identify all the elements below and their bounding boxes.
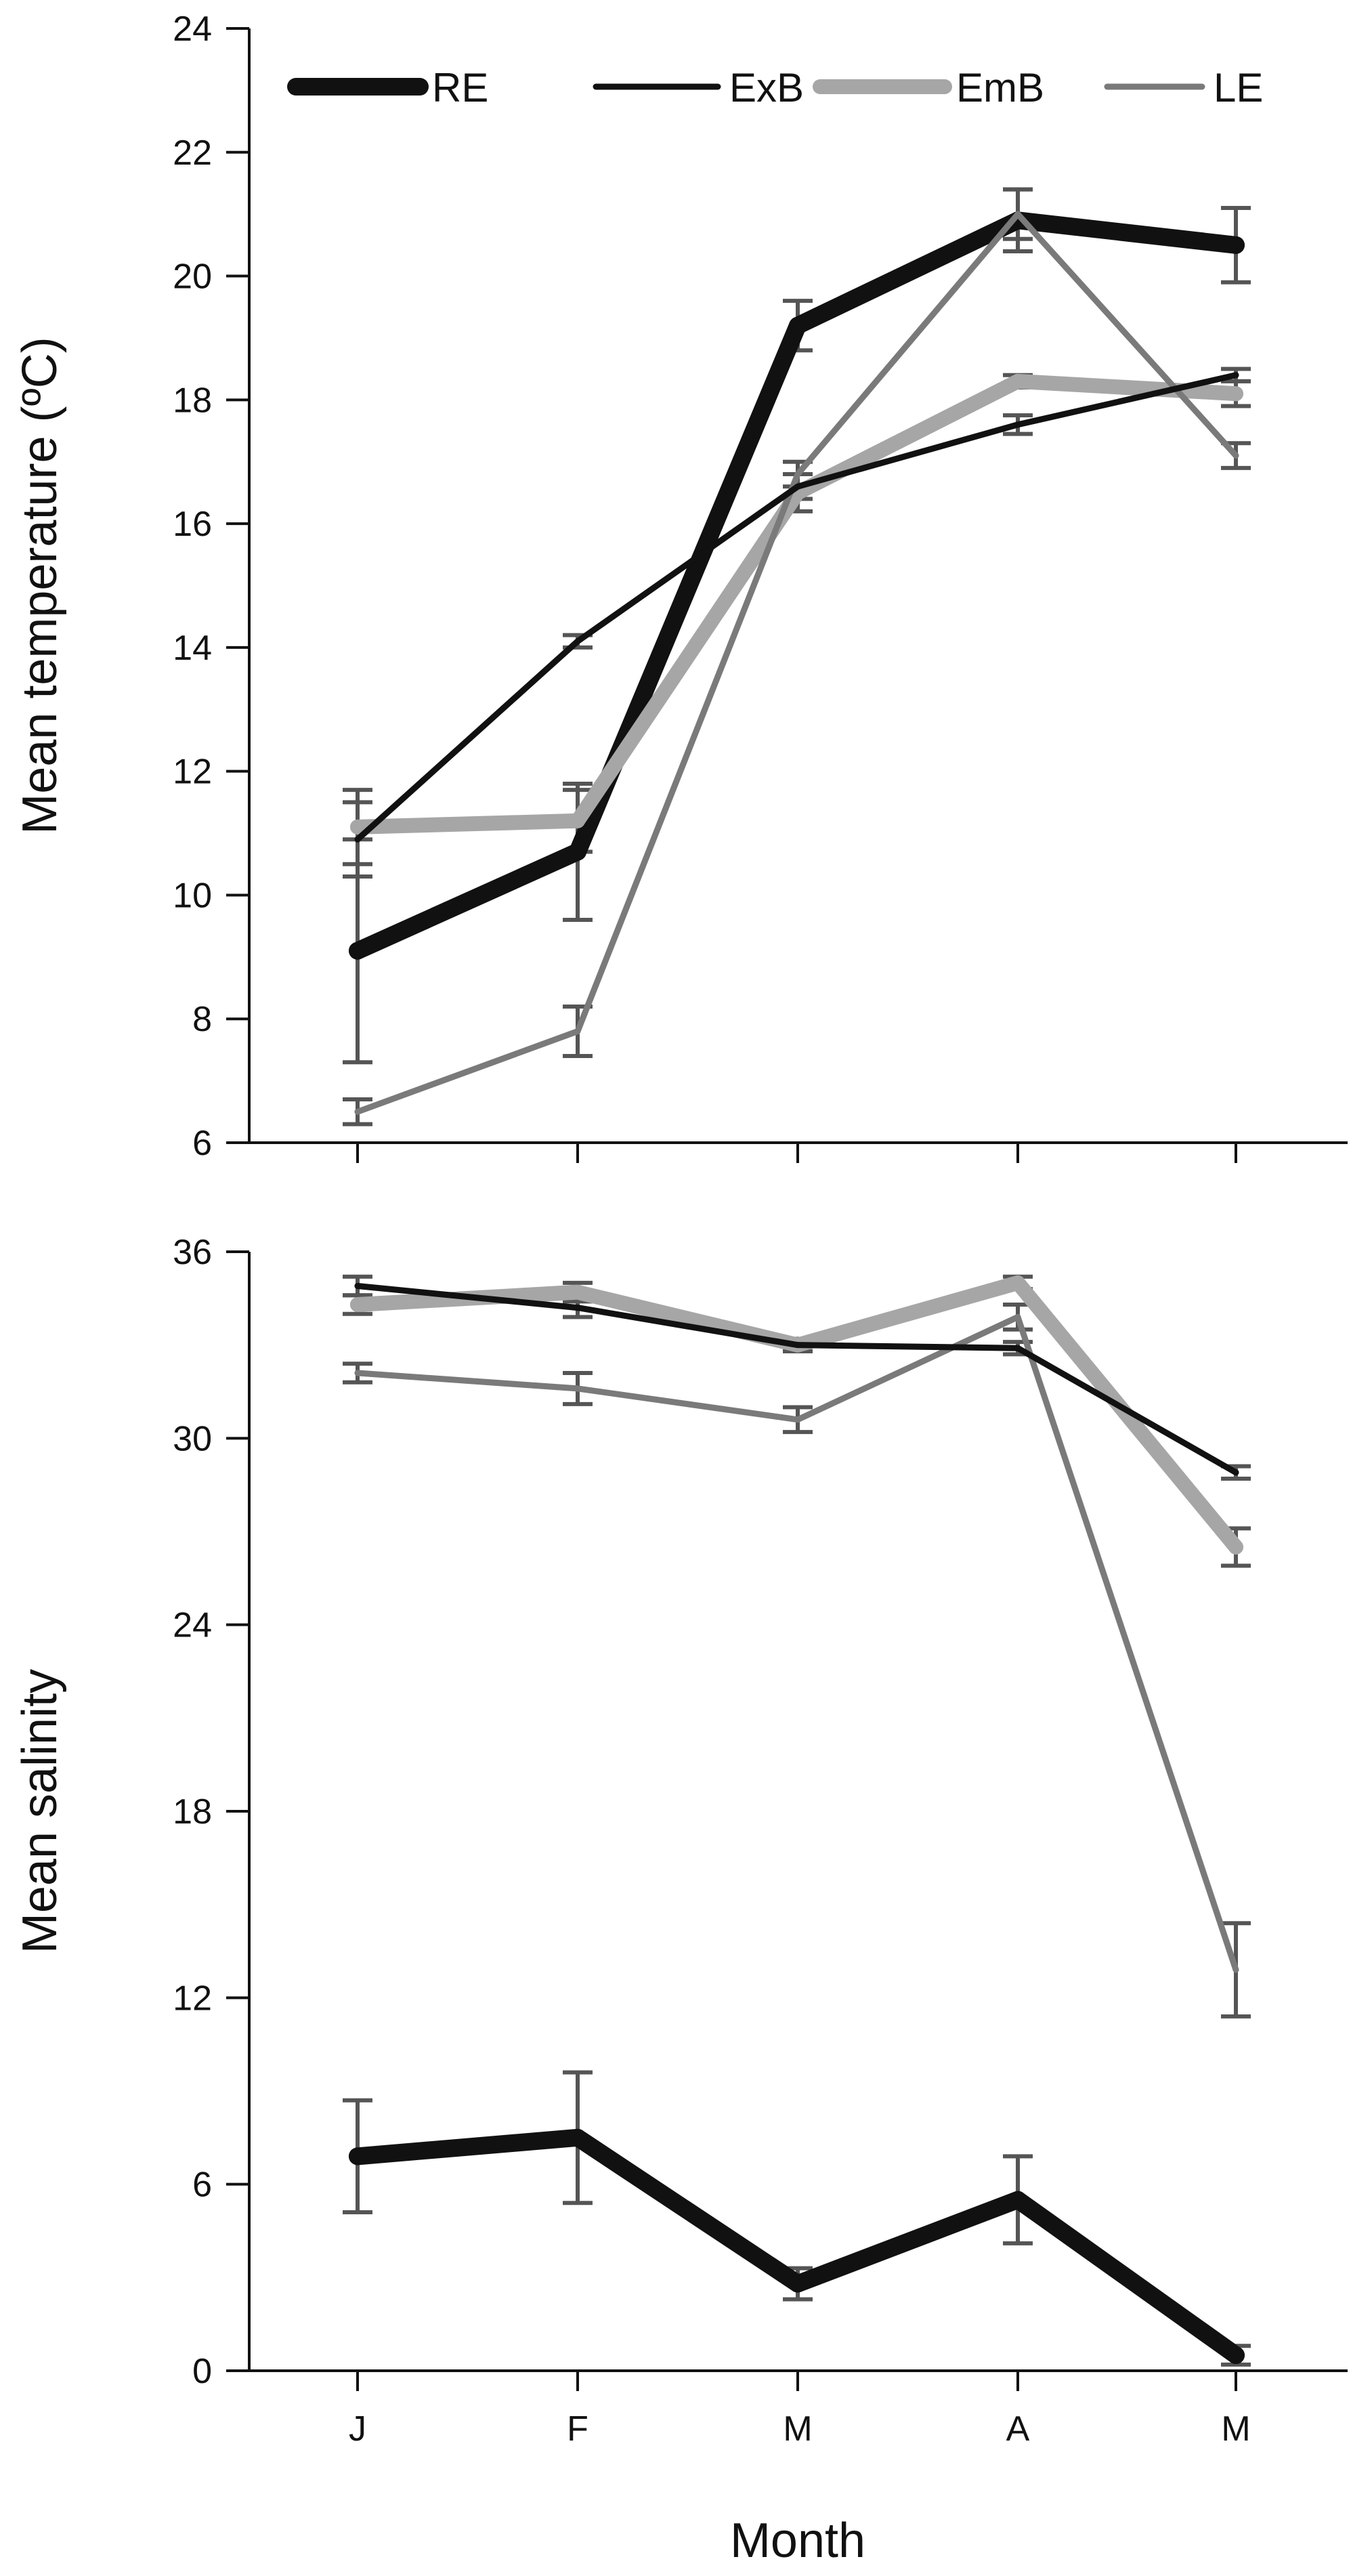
temperature-y-tick-label: 18	[173, 381, 212, 420]
temperature-series-exb-point	[794, 483, 801, 490]
temperature-series-re-point	[1227, 236, 1245, 254]
temperature-series-re-point	[789, 316, 807, 335]
temperature-series-le-point	[574, 1028, 581, 1034]
salinity-y-tick-label: 6	[192, 2166, 212, 2205]
legend-label-emb: EmB	[956, 65, 1044, 110]
temperature-series-re-point	[569, 843, 586, 861]
salinity-series-re-line	[349, 2128, 1245, 2365]
temperature-series-exb-point	[1014, 421, 1021, 428]
salinity-series-re-point	[569, 2128, 586, 2147]
temperature-series-emb-point	[1010, 373, 1025, 389]
temperature-series-exb-point	[574, 638, 581, 645]
temperature-series-re-point	[349, 942, 366, 960]
salinity-y-axis-title: Mean salinity	[13, 1669, 67, 1954]
temperature-y-tick-label: 6	[192, 1124, 212, 1163]
salinity-series-emb-point	[1010, 1275, 1025, 1290]
salinity-x-tick-label: J	[349, 2409, 366, 2449]
temperature-y-axis-title: Mean temperature (ºC)	[13, 337, 67, 835]
salinity-series-re-point	[789, 2275, 807, 2293]
salinity-x-tick-label: F	[567, 2409, 588, 2449]
salinity-x-axis-title: Month	[730, 2514, 865, 2568]
salinity-series-le-point	[574, 1385, 581, 1392]
salinity-series-emb-point	[1228, 1539, 1243, 1555]
temperature-y-tick-label: 14	[173, 629, 212, 668]
salinity-series-exb-point	[1232, 1469, 1239, 1476]
salinity-series-le-point	[1232, 1966, 1239, 1973]
salinity-y-tick-label: 30	[173, 1419, 212, 1458]
salinity-series-exb-point	[794, 1342, 801, 1349]
temperature-y-tick-label: 16	[173, 505, 212, 544]
temperature-y-tick-label: 20	[173, 257, 212, 297]
salinity-panel: 0 6 12 18 24 30 36 J F M A M Mean salinity Month	[13, 1233, 1348, 2568]
temperature-series-le-point	[1232, 452, 1239, 459]
temperature-y-tick-label: 12	[173, 753, 212, 792]
salinity-y-tick-label: 36	[173, 1233, 212, 1272]
temperature-series-emb-line	[350, 373, 1243, 835]
temperature-series-emb-point	[570, 813, 585, 828]
temperature-y-tick-label: 22	[173, 133, 212, 173]
legend-label-re: RE	[432, 65, 488, 110]
salinity-series-emb-point	[350, 1297, 365, 1313]
temperature-series-emb-point	[1228, 386, 1243, 402]
temperature-series-exb-point	[354, 836, 361, 843]
salinity-y-tick-label: 12	[173, 1979, 212, 2018]
temperature-series-le-point	[794, 471, 801, 478]
salinity-series-le-point	[794, 1416, 801, 1423]
temperature-y-tick-label: 10	[173, 876, 212, 915]
temperature-series-le-point	[1014, 211, 1021, 217]
temperature-y-tick-label: 8	[192, 1000, 212, 1039]
salinity-series-le-point	[354, 1370, 361, 1376]
temperature-panel: 6 8 10 12 14 16 18 20 22 24 Mean temperature (ºC) R…	[13, 9, 1348, 1163]
temperature-series-emb-point	[350, 819, 365, 835]
legend-label-le: LE	[1214, 65, 1263, 110]
salinity-series-le-point	[1014, 1313, 1021, 1320]
salinity-series-re-point	[1009, 2191, 1027, 2209]
salinity-series-exb-point	[1014, 1345, 1021, 1351]
salinity-series-exb-point	[354, 1282, 361, 1289]
salinity-x-tick-label: M	[1221, 2409, 1250, 2449]
salinity-series-re-point	[349, 2147, 366, 2166]
temperature-series-le-point	[354, 1108, 361, 1115]
temperature-series-exb-point	[1232, 372, 1239, 379]
legend-label-exb: ExB	[729, 65, 804, 110]
salinity-y-tick-label: 0	[192, 2352, 212, 2391]
temperature-y-tick-label: 24	[173, 9, 212, 49]
salinity-y-tick-label: 18	[173, 1792, 212, 1832]
salinity-series-emb-point	[570, 1284, 585, 1300]
salinity-y-tick-label: 24	[173, 1606, 212, 1645]
legend: RE ExB EmB LE	[287, 65, 1263, 110]
salinity-series-exb-point	[574, 1305, 581, 1311]
temperature-series-exb-line	[354, 372, 1239, 843]
salinity-x-tick-label: A	[1006, 2409, 1030, 2449]
salinity-x-tick-label: M	[783, 2409, 812, 2449]
salinity-series-re-point	[1227, 2346, 1245, 2365]
